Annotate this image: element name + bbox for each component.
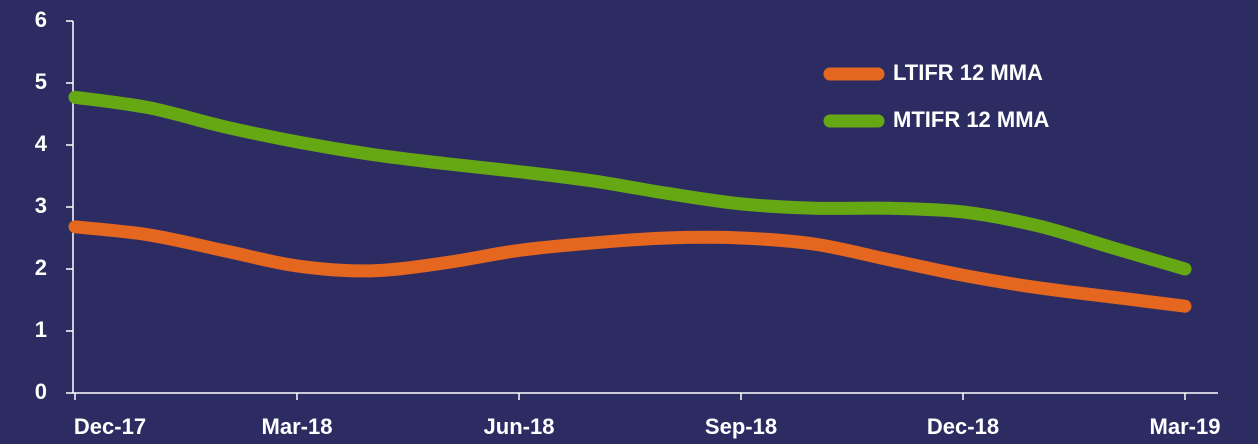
y-tick-label: 5 [35,69,47,94]
y-tick-label: 2 [35,255,47,280]
y-tick-label: 6 [35,7,47,32]
y-tick-label: 3 [35,193,47,218]
y-tick-label: 4 [35,131,48,156]
x-tick-label: Mar-19 [1150,414,1221,439]
x-tick-label: Sep-18 [705,414,777,439]
y-tick-label: 0 [35,379,47,404]
series-line [68,90,1192,276]
series-line [68,220,1192,313]
x-tick-label: Jun-18 [484,414,555,439]
x-tick-label: Dec-17 [74,414,146,439]
legend-label: LTIFR 12 MMA [893,60,1043,85]
x-tick-label: Mar-18 [262,414,333,439]
legend-label: MTIFR 12 MMA [893,107,1050,132]
x-tick-label: Dec-18 [927,414,999,439]
y-tick-label: 1 [35,317,47,342]
